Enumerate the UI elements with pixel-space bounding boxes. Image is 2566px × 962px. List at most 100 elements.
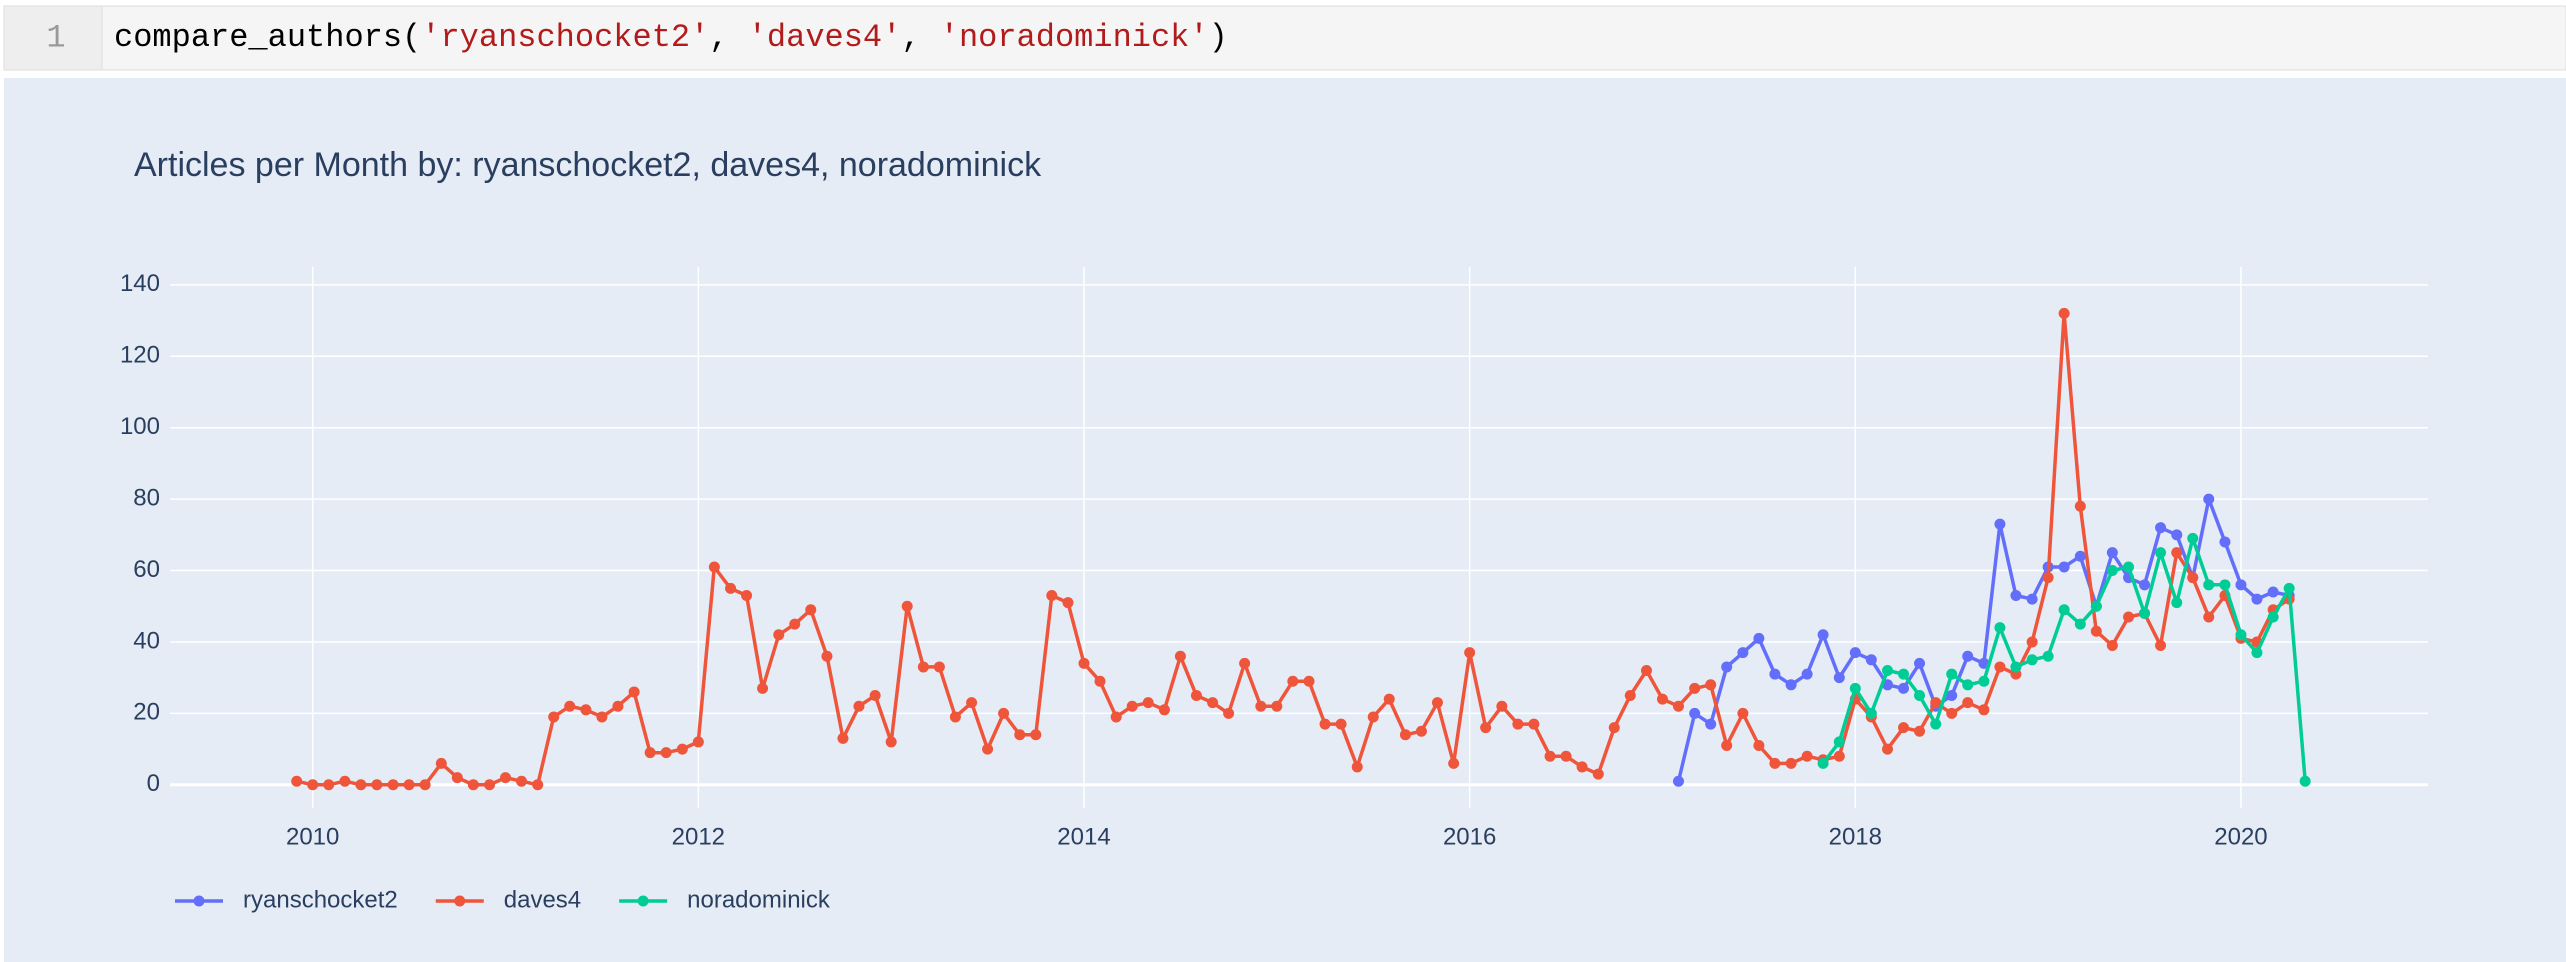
point-marker bbox=[2203, 579, 2215, 591]
point-marker bbox=[1576, 761, 1588, 773]
point-marker bbox=[1785, 757, 1797, 769]
point-marker bbox=[1560, 750, 1572, 762]
point-marker bbox=[1640, 665, 1652, 677]
point-marker bbox=[2139, 579, 2151, 591]
point-marker bbox=[564, 700, 576, 712]
point-marker bbox=[1833, 750, 1845, 762]
point-marker bbox=[869, 690, 881, 702]
point-marker bbox=[516, 775, 528, 787]
point-marker bbox=[307, 779, 319, 791]
point-marker bbox=[2026, 593, 2038, 605]
point-marker bbox=[821, 650, 833, 662]
legend-item: daves4 bbox=[435, 886, 581, 913]
point-marker bbox=[2235, 579, 2247, 591]
point-marker bbox=[2187, 532, 2199, 544]
point-marker bbox=[2155, 522, 2167, 534]
point-marker bbox=[2058, 604, 2070, 616]
point-marker bbox=[1705, 718, 1717, 730]
code-line: compare_authors('ryanschocket2', 'daves4… bbox=[114, 19, 1228, 56]
point-marker bbox=[773, 629, 785, 641]
point-marker bbox=[1255, 700, 1267, 712]
point-marker bbox=[1431, 697, 1443, 709]
point-marker bbox=[1882, 665, 1894, 677]
point-marker bbox=[1126, 700, 1138, 712]
point-marker bbox=[1078, 657, 1090, 669]
legend-label: noradominick bbox=[687, 886, 831, 913]
line-number-gutter bbox=[3, 5, 103, 71]
y-tick-label: 0 bbox=[147, 770, 160, 797]
point-marker bbox=[1769, 668, 1781, 680]
legend-label: ryanschocket2 bbox=[243, 886, 398, 913]
point-marker bbox=[1898, 682, 1910, 694]
point-marker bbox=[725, 582, 737, 594]
point-marker bbox=[2155, 640, 2167, 652]
point-marker bbox=[628, 686, 640, 698]
point-marker bbox=[2219, 579, 2231, 591]
point-marker bbox=[1624, 690, 1636, 702]
point-marker bbox=[644, 747, 656, 759]
point-marker bbox=[1898, 668, 1910, 680]
point-marker bbox=[419, 779, 431, 791]
chart-title: Articles per Month by: ryanschocket2, da… bbox=[134, 146, 1042, 184]
point-marker bbox=[2171, 597, 2183, 609]
point-marker bbox=[1705, 679, 1717, 691]
point-marker bbox=[1448, 757, 1460, 769]
point-marker bbox=[1914, 657, 1926, 669]
point-marker bbox=[1817, 757, 1829, 769]
point-marker bbox=[1142, 697, 1154, 709]
point-marker bbox=[387, 779, 399, 791]
point-marker bbox=[1721, 740, 1733, 752]
point-marker bbox=[1399, 729, 1411, 741]
point-marker bbox=[548, 711, 560, 723]
point-marker bbox=[2074, 550, 2086, 562]
code-token: 'ryanschocket2' bbox=[421, 19, 709, 56]
point-marker bbox=[1062, 597, 1074, 609]
x-tick-label: 2018 bbox=[1829, 823, 1882, 850]
point-marker bbox=[1271, 700, 1283, 712]
y-tick-label: 140 bbox=[120, 270, 160, 297]
point-marker bbox=[1464, 647, 1476, 659]
point-marker bbox=[853, 700, 865, 712]
point-marker bbox=[692, 736, 704, 748]
point-marker bbox=[1496, 700, 1508, 712]
legend-item: ryanschocket2 bbox=[175, 886, 398, 913]
point-marker bbox=[757, 682, 769, 694]
legend-item: noradominick bbox=[619, 886, 831, 913]
point-marker bbox=[1978, 704, 1990, 716]
point-marker bbox=[1865, 707, 1877, 719]
point-marker bbox=[2267, 586, 2279, 598]
code-token: , bbox=[709, 19, 747, 56]
chart-panel bbox=[4, 78, 2566, 962]
point-marker bbox=[2187, 572, 2199, 584]
point-marker bbox=[467, 779, 479, 791]
point-marker bbox=[982, 743, 994, 755]
point-marker bbox=[1528, 718, 1540, 730]
point-marker bbox=[885, 736, 897, 748]
point-marker bbox=[1737, 707, 1749, 719]
point-marker bbox=[805, 604, 817, 616]
y-tick-label: 40 bbox=[133, 627, 160, 654]
point-marker bbox=[1849, 682, 1861, 694]
point-marker bbox=[1946, 707, 1958, 719]
point-marker bbox=[2042, 572, 2054, 584]
point-marker bbox=[339, 775, 351, 787]
point-marker bbox=[1672, 700, 1684, 712]
y-tick-label: 60 bbox=[133, 556, 160, 583]
code-cell bbox=[3, 5, 2566, 71]
point-marker bbox=[2058, 307, 2070, 319]
point-marker bbox=[1383, 693, 1395, 705]
point-marker bbox=[1207, 697, 1219, 709]
point-marker bbox=[2139, 607, 2151, 619]
point-marker bbox=[966, 697, 978, 709]
point-marker bbox=[1865, 654, 1877, 666]
point-marker bbox=[2090, 625, 2102, 637]
point-marker bbox=[2090, 600, 2102, 612]
point-marker bbox=[1849, 647, 1861, 659]
point-marker bbox=[1030, 729, 1042, 741]
point-marker bbox=[660, 747, 672, 759]
point-marker bbox=[1672, 775, 1684, 787]
point-marker bbox=[596, 711, 608, 723]
y-tick-label: 20 bbox=[133, 699, 160, 726]
x-tick-label: 2010 bbox=[286, 823, 339, 850]
